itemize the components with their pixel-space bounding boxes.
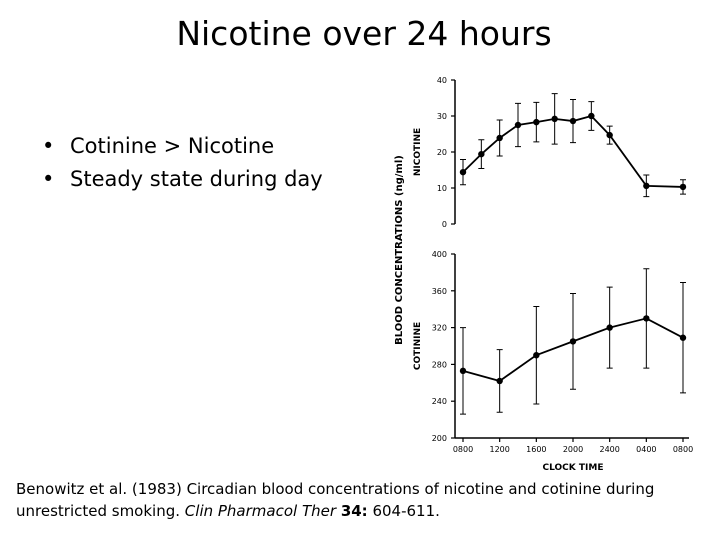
citation-volume: 34:: [340, 502, 368, 520]
x-tick-label: 1200: [489, 445, 509, 454]
data-point: [459, 168, 467, 176]
data-point: [533, 352, 540, 359]
bullet-list: Cotinine > Nicotine Steady state during …: [40, 134, 323, 200]
citation-text: Benowitz et al. (1983) Circadian blood c…: [16, 480, 655, 520]
y-tick-label: 280: [432, 360, 447, 369]
data-point: [643, 182, 650, 190]
x-tick-label: 0400: [636, 445, 656, 454]
x-tick-label: 0800: [453, 445, 473, 454]
data-point: [679, 334, 687, 341]
figure-y-label: BLOOD CONCENTRATIONS (ng/ml): [394, 155, 405, 345]
x-tick-label: 2000: [563, 445, 583, 454]
data-point: [643, 315, 650, 322]
data-point: [459, 367, 467, 375]
y-axis-label: NICOTINE: [413, 128, 423, 176]
y-tick-label: 40: [437, 76, 447, 85]
x-tick-label: 1600: [526, 445, 546, 454]
y-tick-label: 20: [437, 148, 447, 157]
slide-title: Nicotine over 24 hours: [176, 14, 552, 53]
y-tick-label: 10: [437, 184, 447, 193]
data-point: [569, 117, 577, 125]
y-tick-label: 320: [432, 324, 447, 333]
data-point: [588, 112, 595, 120]
y-tick-label: 360: [432, 287, 447, 296]
y-tick-label: 200: [432, 434, 447, 443]
bullet: Cotinine > Nicotine: [40, 134, 323, 158]
data-point: [478, 150, 485, 158]
y-tick-label: 0: [442, 220, 447, 229]
x-tick-label: 0800: [673, 445, 693, 454]
x-axis-label: CLOCK TIME: [543, 463, 604, 473]
citation: Benowitz et al. (1983) Circadian blood c…: [16, 478, 706, 522]
x-tick-label: 2400: [599, 445, 619, 454]
data-point: [606, 131, 613, 139]
y-tick-label: 400: [432, 250, 447, 259]
data-point: [569, 338, 577, 345]
bullet: Steady state during day: [40, 167, 323, 191]
data-point: [496, 377, 503, 385]
data-point: [514, 121, 522, 129]
data-point: [551, 115, 558, 123]
data-point: [496, 134, 503, 142]
data-point: [606, 324, 613, 331]
data-point: [533, 118, 540, 126]
citation-pages: 604-611.: [372, 502, 440, 520]
data-point: [679, 183, 687, 191]
citation-journal: Clin Pharmacol Ther: [184, 502, 337, 520]
y-tick-label: 240: [432, 397, 447, 406]
y-tick-label: 30: [437, 112, 447, 121]
y-axis-label: COTININE: [413, 322, 423, 370]
